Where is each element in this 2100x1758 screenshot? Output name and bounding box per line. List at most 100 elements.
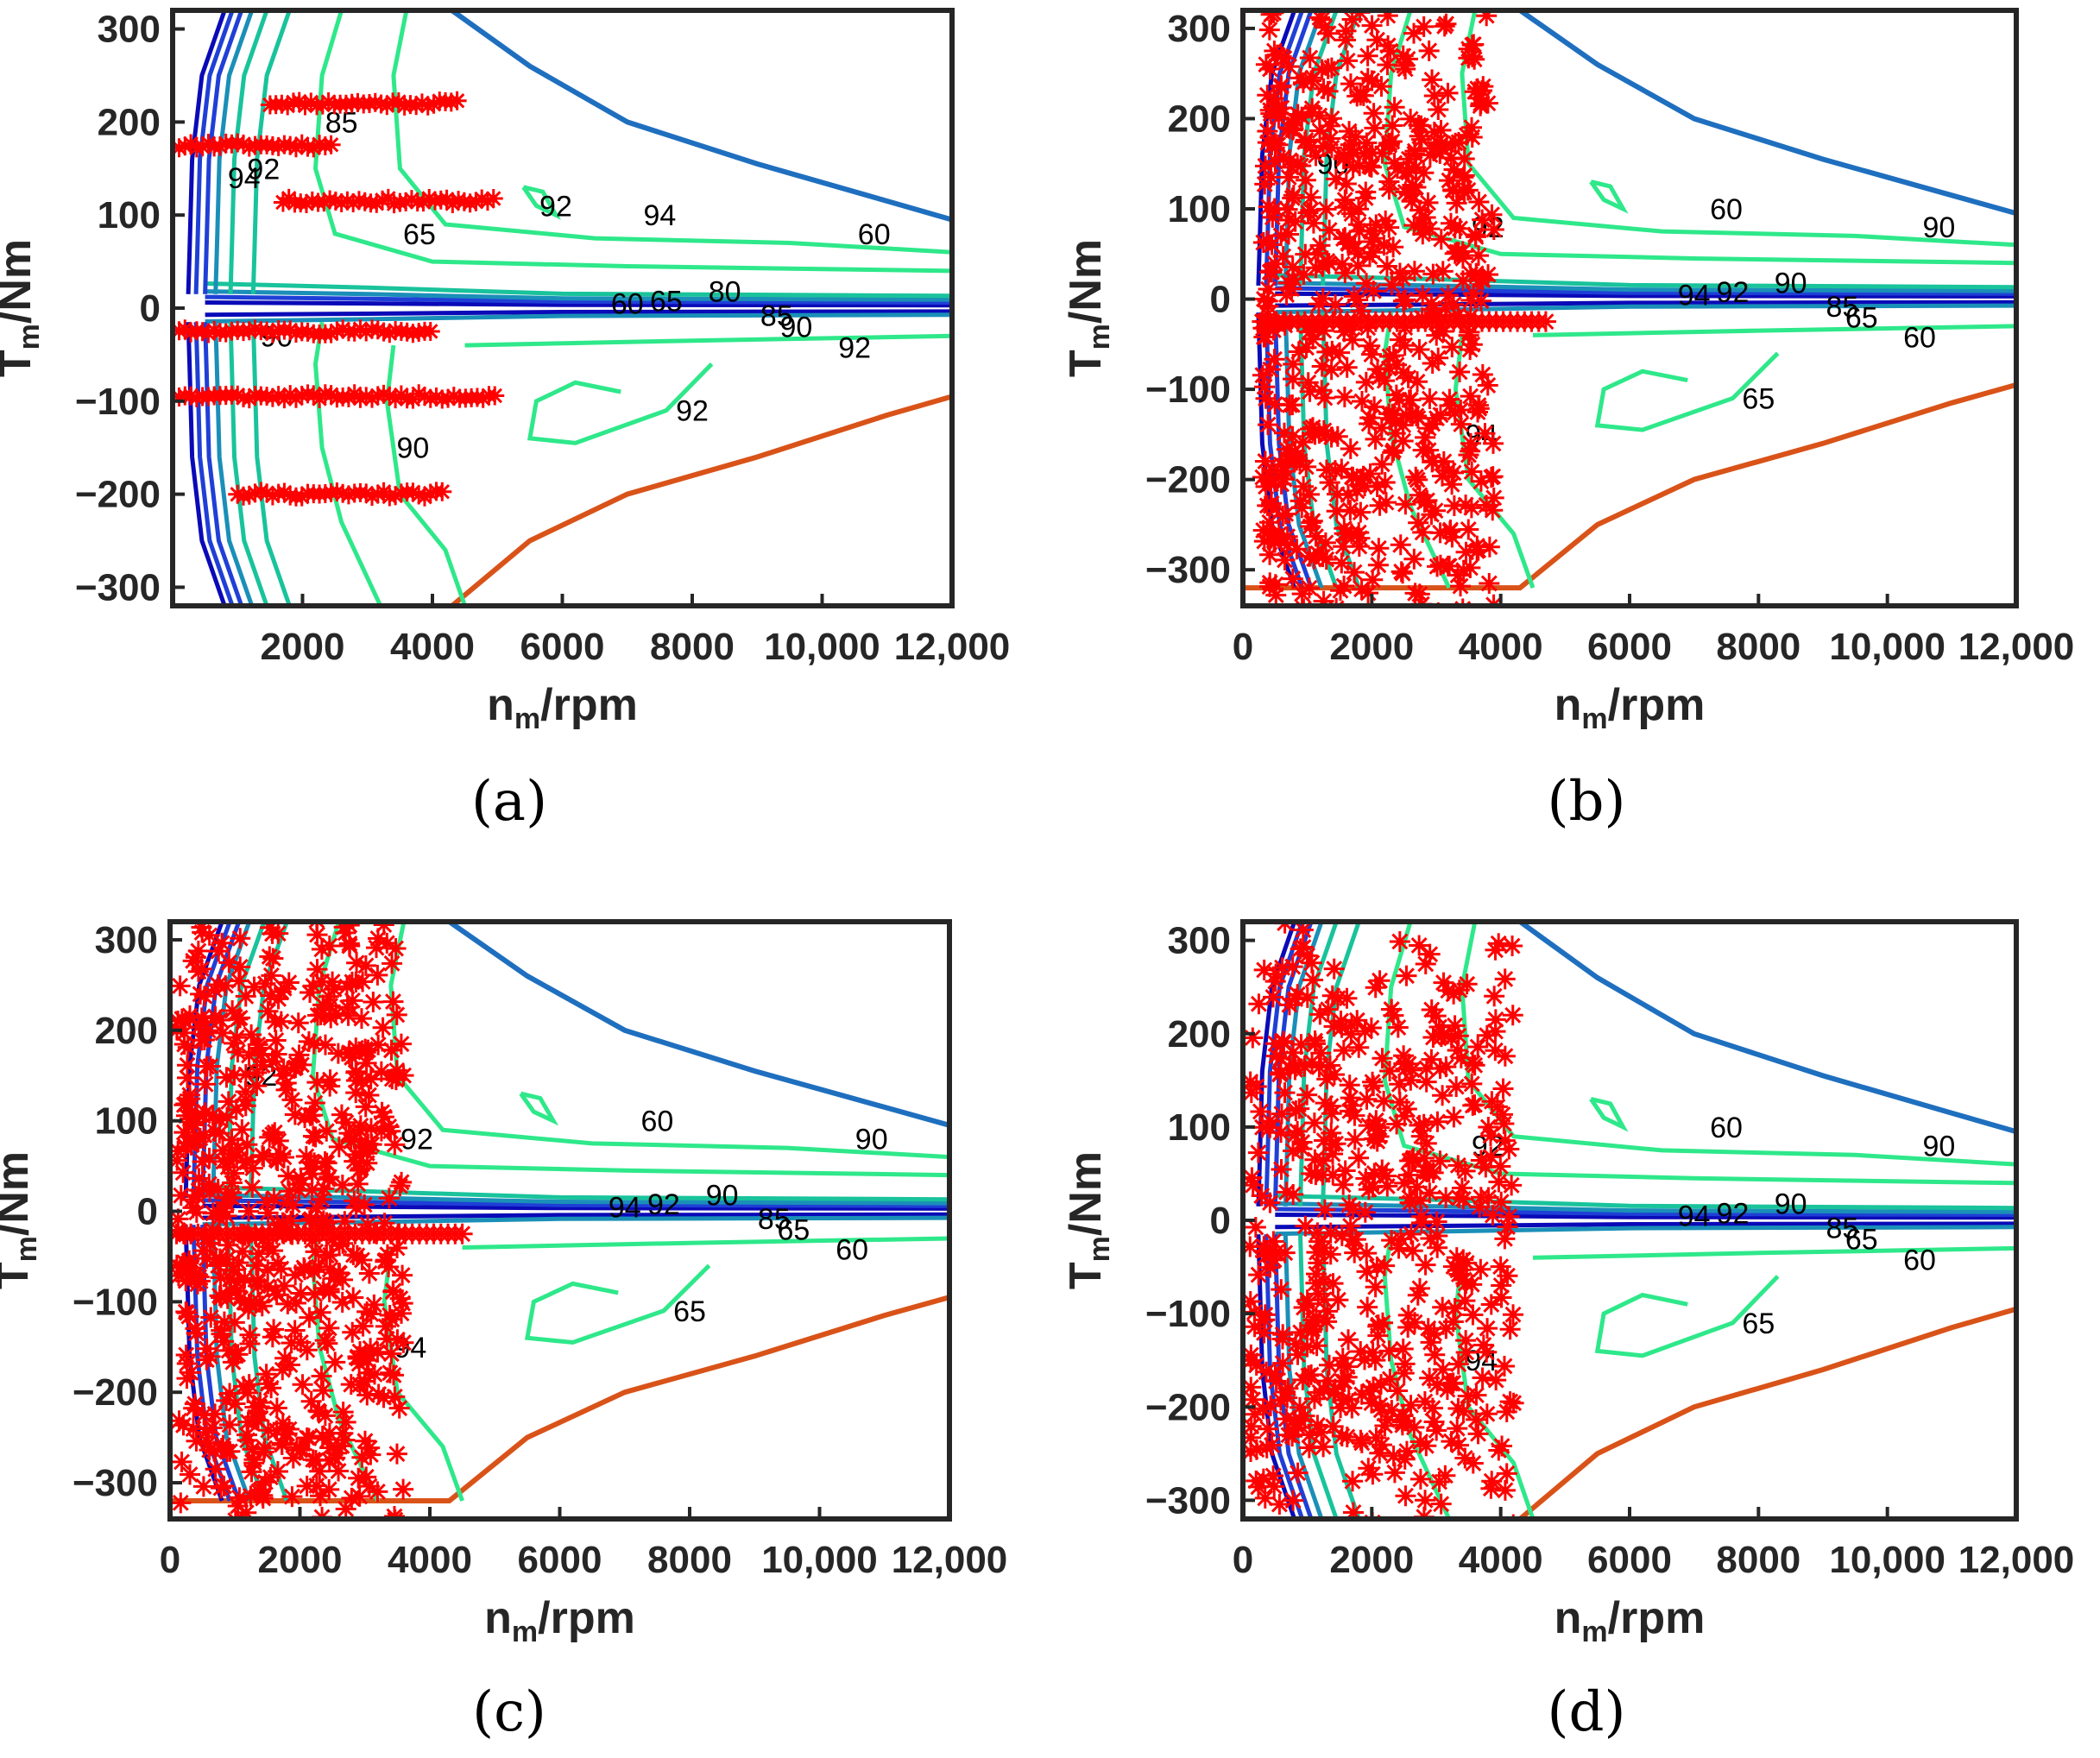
operating-point: [185, 1130, 206, 1151]
operating-point-row-5: [356, 483, 376, 503]
operating-point: [239, 1333, 261, 1355]
operating-point: [219, 1414, 241, 1435]
operating-point: [1416, 1071, 1437, 1093]
operating-point: [1345, 900, 1365, 921]
operating-point: [1410, 213, 1432, 235]
operating-point: [328, 1460, 350, 1482]
operating-point: [1467, 1423, 1489, 1445]
operating-point: [1410, 1212, 1432, 1233]
operating-point: [1409, 1277, 1430, 1299]
operating-point: [1248, 1264, 1270, 1286]
operating-point: [1311, 356, 1333, 377]
operating-point: [1245, 1439, 1267, 1460]
operating-point: [1455, 541, 1477, 563]
operating-point: [1362, 1071, 1384, 1093]
operating-point: [1264, 1249, 1285, 1270]
operating-point: [1243, 1350, 1262, 1371]
operating-point: [298, 1030, 319, 1052]
operating-point: [1308, 243, 1329, 264]
operating-point: [1441, 1431, 1462, 1452]
operating-point: [368, 928, 389, 949]
operating-point: [384, 1386, 406, 1408]
y-tick-label: 0: [140, 287, 161, 330]
operating-point: [1309, 120, 1331, 142]
operating-point: [310, 1485, 331, 1507]
operating-point: [284, 1104, 306, 1125]
operating-point: [1427, 1237, 1448, 1258]
operating-point: [1385, 384, 1407, 406]
operating-point: [1274, 549, 1296, 570]
operating-point: [344, 1150, 365, 1172]
operating-point: [1282, 256, 1303, 278]
contour-label: 60: [836, 1234, 868, 1267]
operating-point: [1321, 340, 1343, 362]
operating-point: [1261, 493, 1283, 514]
torque-limit-upper: [170, 922, 949, 1128]
operating-point: [1317, 58, 1339, 79]
operating-point: [1272, 505, 1294, 526]
operating-point: [1261, 234, 1283, 255]
contour-left-lower-2: [203, 322, 244, 606]
operating-point-row-1: [281, 135, 300, 155]
operating-point: [1359, 156, 1381, 178]
x-tick-label: 10,000: [1829, 1539, 1945, 1581]
operating-point-row-1: [210, 136, 230, 156]
operating-point: [1322, 1415, 1344, 1437]
operating-point: [350, 1119, 371, 1141]
operating-point: [252, 1484, 274, 1506]
operating-point: [274, 1275, 295, 1296]
y-tick-label: 0: [1210, 279, 1231, 321]
operating-point: [186, 1273, 208, 1295]
operating-point-row-4: [409, 384, 429, 404]
operating-point: [289, 1174, 311, 1195]
operating-point: [332, 1422, 354, 1444]
operating-point: [1283, 1490, 1304, 1511]
operating-point: [1270, 1048, 1291, 1069]
operating-point: [1461, 334, 1483, 356]
operating-point: [1292, 936, 1314, 958]
contour-left-lower-3: [213, 322, 255, 606]
operating-point: [1315, 549, 1337, 570]
y-axis-label: Tm/Nm: [0, 239, 46, 377]
operating-point: [318, 1317, 340, 1339]
operating-point: [1307, 1415, 1328, 1436]
operating-point: [1378, 357, 1400, 379]
operating-point: [170, 1185, 192, 1207]
operating-point: [1485, 1370, 1507, 1391]
operating-point: [1453, 1249, 1474, 1270]
operating-point: [1443, 462, 1465, 483]
operating-point: [290, 1332, 312, 1353]
operating-point: [1480, 1294, 1502, 1315]
operating-point-row-2: [344, 192, 363, 212]
operating-point: [1313, 590, 1334, 606]
operating-point: [1443, 159, 1465, 180]
operating-point-row-5: [414, 487, 434, 507]
operating-point: [376, 1328, 398, 1350]
operating-point: [240, 1485, 262, 1507]
operating-point: [382, 1281, 404, 1302]
operating-point: [1392, 431, 1414, 452]
operating-point: [1368, 1125, 1390, 1147]
operating-point: [1494, 968, 1516, 990]
operating-point-row-2: [477, 192, 497, 211]
operating-point: [1503, 1392, 1524, 1414]
y-tick-label: −200: [1145, 459, 1231, 501]
operating-point: [311, 971, 332, 992]
operating-point: [1453, 1401, 1474, 1422]
operating-point: [1359, 413, 1380, 435]
operating-point: [1497, 1216, 1518, 1238]
operating-point: [1298, 1437, 1320, 1459]
operating-point: [238, 1200, 260, 1222]
operating-point-row-1: [173, 138, 189, 158]
operating-point: [1243, 1415, 1262, 1437]
operating-point: [1490, 1156, 1511, 1177]
operating-point: [1279, 149, 1301, 171]
operating-point: [1243, 1236, 1261, 1257]
operating-point: [1376, 255, 1397, 277]
operating-point: [356, 1466, 377, 1488]
operating-point: [242, 1157, 263, 1179]
contour-92-upper: [388, 922, 949, 1160]
operating-point: [1456, 974, 1478, 995]
operating-point: [358, 1263, 380, 1284]
operating-point: [1323, 958, 1345, 980]
